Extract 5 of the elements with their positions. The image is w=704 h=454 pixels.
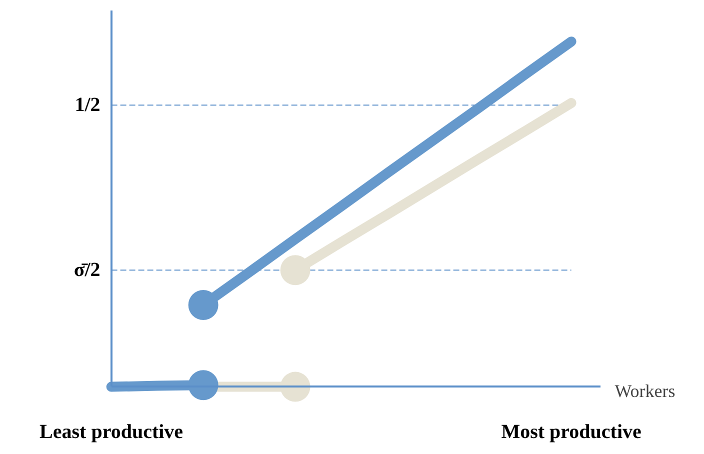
x-axis-title: Workers bbox=[614, 380, 676, 401]
ref-line-label: 1/2 bbox=[74, 94, 100, 116]
x-tick-label: Least productive bbox=[40, 420, 184, 443]
x-tick-label: Most productive bbox=[501, 420, 642, 443]
ref-line-label: σ̄/2 bbox=[74, 259, 100, 282]
